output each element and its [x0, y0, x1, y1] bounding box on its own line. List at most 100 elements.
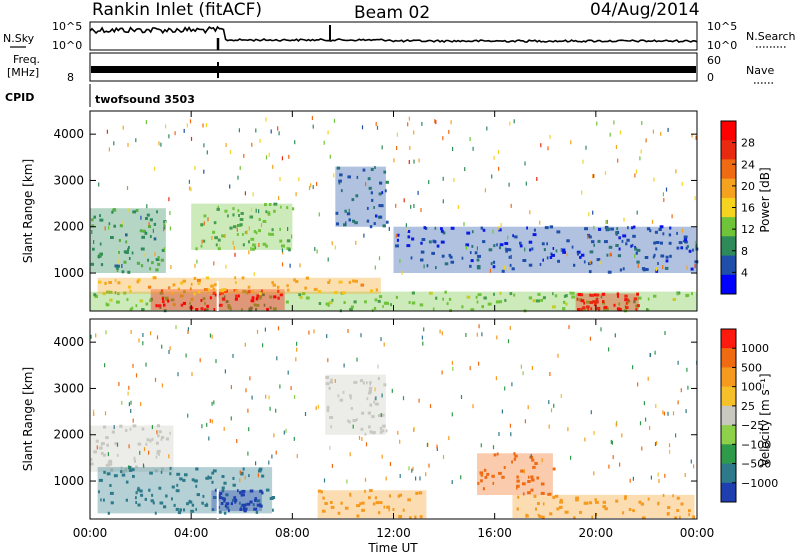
heatmap-speckle [287, 227, 289, 231]
heatmap-speckle [651, 219, 654, 224]
heatmap-speckle [396, 146, 398, 150]
heatmap-speckle [270, 129, 272, 134]
heatmap-cell [588, 270, 592, 274]
heatmap-speckle [645, 417, 647, 422]
heatmap-speckle [252, 192, 254, 197]
heatmap-cell [628, 508, 632, 511]
heatmap-cell [146, 213, 150, 217]
heatmap-cell [537, 513, 540, 517]
heatmap-speckle [504, 265, 506, 270]
heatmap-cell [197, 281, 201, 285]
heatmap-cell [132, 474, 135, 478]
heatmap-cell [364, 489, 366, 493]
heatmap-speckle [609, 252, 612, 257]
heatmap-cell [272, 508, 274, 512]
heatmap-cell [498, 246, 501, 250]
heatmap-cell [279, 227, 281, 231]
heatmap-cell [329, 380, 333, 384]
heatmap-cell [435, 266, 437, 270]
heatmap-cell [343, 301, 346, 304]
heatmap-speckle [312, 185, 314, 190]
heatmap-cell [237, 489, 239, 493]
heatmap-cell [258, 218, 261, 221]
heatmap-cell [142, 229, 146, 233]
heatmap-cell [366, 206, 369, 210]
heatmap-speckle [501, 409, 503, 414]
heatmap-cell [617, 294, 619, 298]
heatmap-speckle [652, 129, 654, 134]
heatmap-cell [644, 256, 649, 259]
heatmap-cell [173, 503, 176, 507]
heatmap-cell [676, 496, 680, 500]
heatmap-cell [369, 403, 373, 407]
heatmap-cell [411, 301, 416, 305]
heatmap-cell [480, 479, 483, 483]
heatmap-speckle [361, 437, 363, 441]
heatmap-speckle [448, 436, 450, 441]
heatmap-speckle [356, 357, 358, 362]
heatmap-cell [165, 494, 168, 498]
heatmap-speckle [96, 445, 98, 450]
heatmap-cell [255, 231, 258, 235]
heatmap-cell [525, 514, 529, 518]
heatmap-speckle [255, 128, 257, 133]
heatmap-cell [665, 255, 669, 259]
heatmap-speckle [480, 443, 482, 448]
heatmap-speckle [395, 203, 397, 208]
heatmap-cell [141, 308, 145, 311]
heatmap-cell [234, 281, 237, 284]
heatmap-speckle [590, 410, 592, 415]
heatmap-cell [258, 469, 262, 473]
heatmap-cell [92, 247, 95, 251]
heatmap-cell [384, 189, 387, 193]
heatmap-cell [588, 501, 593, 505]
heatmap-cell [664, 266, 669, 270]
heatmap-speckle [412, 466, 414, 471]
heatmap-speckle [224, 369, 226, 374]
heatmap-cell [237, 209, 240, 213]
heatmap-cell [195, 484, 198, 488]
heatmap-speckle [413, 130, 415, 135]
heatmap-cell [256, 297, 259, 300]
heatmap-cell [362, 168, 366, 172]
heatmap-cell [579, 510, 582, 514]
heatmap-speckle [389, 462, 391, 466]
heatmap-cell [321, 509, 326, 513]
heatmap-cell [230, 502, 233, 506]
heatmap-speckle [675, 433, 677, 438]
heatmap-region [317, 490, 427, 519]
heatmap-cell [353, 380, 358, 384]
heatmap-speckle [654, 350, 656, 355]
heatmap-speckle [612, 455, 614, 460]
heatmap-cell [217, 247, 221, 251]
heatmap-cell [272, 283, 276, 287]
noise-tick-high-left: 10^5 [52, 20, 82, 33]
heatmap-cell [255, 303, 260, 307]
heatmap-cell [606, 227, 611, 231]
heatmap-cell [461, 256, 464, 260]
heatmap-cell [262, 293, 265, 297]
heatmap-cell [622, 234, 627, 238]
heatmap-cell [354, 279, 358, 283]
heatmap-cell [531, 478, 535, 482]
heatmap-speckle [593, 471, 595, 476]
heatmap-speckle [311, 116, 313, 120]
heatmap-cell [163, 220, 167, 224]
heatmap-cell [229, 226, 233, 230]
heatmap-cell [606, 253, 609, 257]
heatmap-cell [542, 296, 546, 300]
heatmap-speckle [381, 454, 383, 459]
heatmap-cell [613, 303, 616, 307]
heatmap-speckle [168, 350, 170, 354]
heatmap-cell [137, 486, 140, 490]
heatmap-speckle [481, 332, 483, 337]
heatmap-cell [415, 491, 419, 495]
heatmap-cell [269, 306, 272, 310]
heatmap-cell [240, 308, 243, 312]
heatmap-cell [390, 303, 392, 307]
heatmap-speckle [403, 198, 405, 203]
heatmap-cell [200, 244, 203, 248]
heatmap-cell [432, 307, 435, 311]
heatmap-cell [474, 251, 478, 255]
